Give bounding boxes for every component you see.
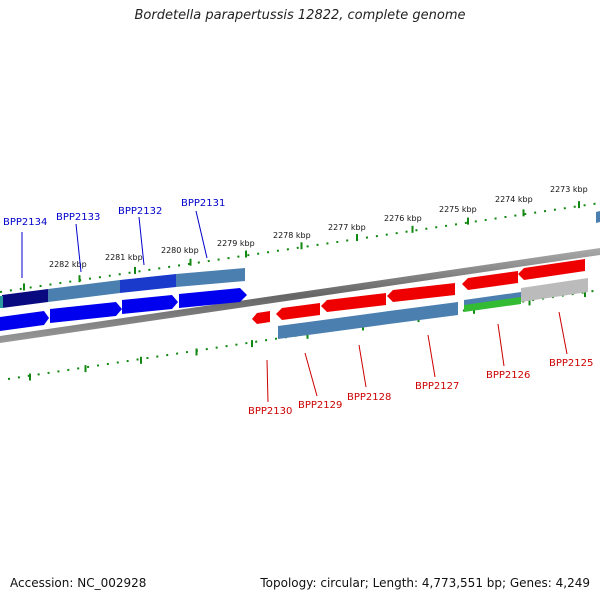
- gene-label-reverse[interactable]: BPP2130: [248, 406, 292, 417]
- gene-arrow-reverse: [462, 271, 518, 290]
- gene-arrow-reverse: [387, 283, 455, 302]
- gene-label-forward[interactable]: BPP2132: [118, 206, 162, 217]
- cds-block: [278, 320, 323, 339]
- gene-label-reverse[interactable]: BPP2126: [486, 370, 530, 381]
- reverse-track: [252, 211, 600, 339]
- gene-arrow-forward: [179, 288, 247, 308]
- gene-label-layer: BPP2134 BPP2133 BPP2132 BPP2131 BPP2130 …: [3, 198, 593, 417]
- cds-block: [176, 268, 245, 287]
- gene-arrow-reverse: [518, 259, 585, 280]
- gene-arrow-reverse: [276, 303, 320, 320]
- gene-label-forward[interactable]: BPP2131: [181, 198, 225, 209]
- misc-feature-grey: [521, 278, 588, 302]
- forward-track: [0, 268, 247, 331]
- gene-arrow-reverse: [321, 293, 386, 312]
- kbp-label: 2278 kbp: [273, 231, 311, 240]
- gene-label-forward[interactable]: BPP2133: [56, 212, 100, 223]
- kbp-label: 2280 kbp: [161, 246, 199, 255]
- gene-label-forward[interactable]: BPP2134: [3, 217, 47, 228]
- misc-feature-green: [464, 297, 521, 312]
- gene-arrow-reverse: [252, 311, 270, 324]
- kbp-label: 2282 kbp: [49, 260, 87, 269]
- gene-label-reverse[interactable]: BPP2127: [415, 381, 459, 392]
- kbp-label: 2281 kbp: [105, 253, 143, 262]
- cds-block: [48, 280, 120, 302]
- kbp-label-layer: 2282 kbp 2281 kbp 2280 kbp 2279 kbp 2278…: [49, 185, 588, 269]
- gene-label-reverse[interactable]: BPP2128: [347, 392, 391, 403]
- cds-block-edge: [596, 211, 600, 223]
- kbp-label: 2275 kbp: [439, 205, 477, 214]
- gene-label-reverse[interactable]: BPP2129: [298, 400, 342, 411]
- cds-block: [389, 302, 458, 324]
- gene-label-reverse[interactable]: BPP2125: [549, 358, 593, 369]
- gene-arrow-forward: [122, 295, 178, 314]
- page-title: Bordetella parapertussis 12822, complete…: [134, 8, 466, 23]
- kbp-label: 2276 kbp: [384, 214, 422, 223]
- kbp-label: 2274 kbp: [495, 195, 533, 204]
- outer-tick-track: [0, 202, 600, 293]
- cds-block-blue: [120, 274, 176, 293]
- cds-block-teal: [0, 296, 3, 308]
- genome-backbone: [0, 248, 600, 343]
- cds-block-dark: [2, 289, 48, 308]
- major-ticks: [23, 201, 586, 381]
- accession-text: Accession: NC_002928: [10, 576, 147, 590]
- topology-summary: Topology: circular; Length: 4,773,551 bp…: [260, 576, 590, 590]
- kbp-label: 2273 kbp: [550, 185, 588, 194]
- kbp-label: 2279 kbp: [217, 239, 255, 248]
- gene-arrow-forward: [50, 302, 122, 323]
- leader-lines: [21, 210, 568, 403]
- cds-block: [323, 311, 389, 333]
- gene-arrow-forward: [0, 311, 49, 331]
- kbp-label: 2277 kbp: [328, 223, 366, 232]
